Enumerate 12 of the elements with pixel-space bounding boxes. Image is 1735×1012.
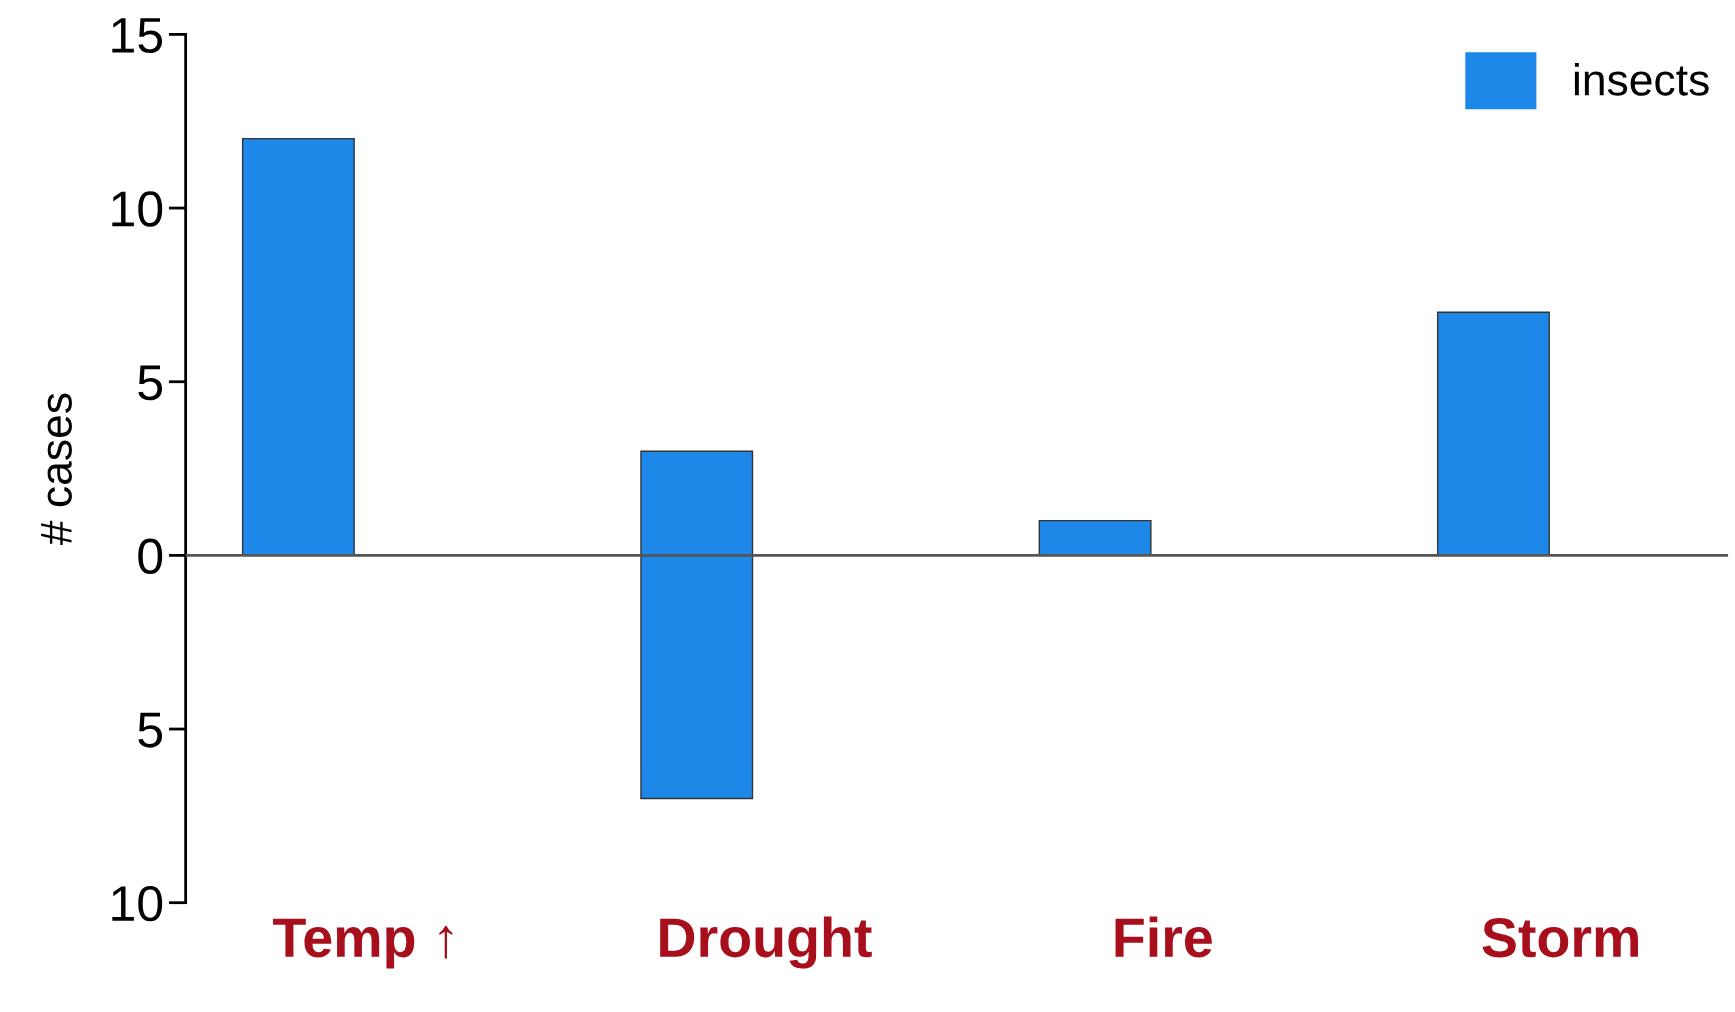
y-tick-label: 10: [112, 191, 163, 227]
y-tick-label: 15: [112, 18, 163, 54]
y-tick-label: 10: [112, 885, 163, 922]
y-axis-title: # cases: [41, 393, 72, 545]
x-tick-label: Storm: [1482, 918, 1638, 958]
x-tick-label: Drought: [660, 916, 872, 969]
y-tick-label: 5: [138, 365, 163, 401]
y-tick-label: 0: [138, 538, 163, 574]
x-tick-label: Fire: [1115, 916, 1212, 958]
legend-label: insects: [1574, 63, 1709, 96]
y-tick-label: 5: [138, 712, 163, 748]
x-tick-label: Temp ↑: [273, 918, 453, 969]
